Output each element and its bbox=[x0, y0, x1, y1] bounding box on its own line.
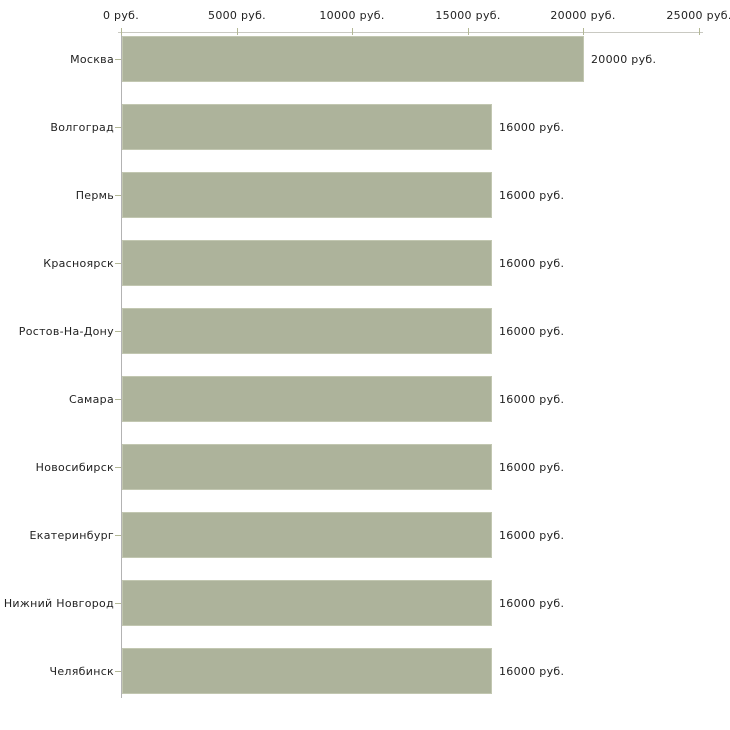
y-axis-tick-mark bbox=[115, 59, 121, 60]
y-axis-line bbox=[121, 32, 122, 698]
x-axis-tick-label: 5000 руб. bbox=[208, 9, 266, 22]
bar-value-label: 16000 руб. bbox=[499, 664, 565, 678]
x-axis-tick-mark bbox=[468, 28, 469, 35]
category-label: Новосибирск bbox=[35, 460, 114, 474]
x-axis-line bbox=[118, 32, 703, 33]
bar bbox=[122, 104, 492, 150]
bar-value-label: 16000 руб. bbox=[499, 324, 565, 338]
bar bbox=[122, 580, 492, 626]
category-label: Самара bbox=[69, 392, 114, 406]
y-axis-tick-mark bbox=[115, 127, 121, 128]
x-axis-tick-label: 20000 руб. bbox=[550, 9, 616, 22]
bar-value-label: 16000 руб. bbox=[499, 256, 565, 270]
category-label: Красноярск bbox=[43, 256, 114, 270]
bar bbox=[122, 648, 492, 694]
category-label: Нижний Новгород bbox=[3, 596, 114, 610]
y-axis-tick-mark bbox=[115, 671, 121, 672]
y-axis-tick-mark bbox=[115, 467, 121, 468]
bar-value-label: 16000 руб. bbox=[499, 188, 565, 202]
x-axis-tick-mark bbox=[699, 28, 700, 35]
bar bbox=[122, 444, 492, 490]
bar-value-label: 16000 руб. bbox=[499, 120, 565, 134]
y-axis-tick-mark bbox=[115, 331, 121, 332]
y-axis-tick-mark bbox=[115, 263, 121, 264]
bar-value-label: 16000 руб. bbox=[499, 528, 565, 542]
bar bbox=[122, 172, 492, 218]
category-label: Екатеринбург bbox=[29, 528, 114, 542]
y-axis-tick-mark bbox=[115, 399, 121, 400]
bar bbox=[122, 36, 584, 82]
bar-value-label: 16000 руб. bbox=[499, 460, 565, 474]
bar-value-label: 16000 руб. bbox=[499, 596, 565, 610]
y-axis-tick-mark bbox=[115, 195, 121, 196]
x-axis-tick-label: 15000 руб. bbox=[435, 9, 501, 22]
x-axis-tick-label: 0 руб. bbox=[102, 9, 140, 22]
bar bbox=[122, 308, 492, 354]
category-label: Челябинск bbox=[49, 664, 114, 678]
x-axis-tick-mark bbox=[583, 28, 584, 35]
bar bbox=[122, 512, 492, 558]
bar-value-label: 20000 руб. bbox=[591, 52, 657, 66]
x-axis-tick-mark bbox=[352, 28, 353, 35]
x-axis-tick-mark bbox=[237, 28, 238, 35]
category-label: Москва bbox=[70, 52, 114, 66]
x-axis-tick-mark bbox=[121, 28, 122, 35]
bar-value-label: 16000 руб. bbox=[499, 392, 565, 406]
x-axis-tick-label: 25000 руб. bbox=[666, 9, 730, 22]
category-label: Ростов-На-Дону bbox=[18, 324, 114, 338]
y-axis-tick-mark bbox=[115, 535, 121, 536]
bar bbox=[122, 376, 492, 422]
category-label: Пермь bbox=[75, 188, 114, 202]
category-label: Волгоград bbox=[50, 120, 114, 134]
y-axis-tick-mark bbox=[115, 603, 121, 604]
bar bbox=[122, 240, 492, 286]
x-axis-tick-label: 10000 руб. bbox=[319, 9, 385, 22]
